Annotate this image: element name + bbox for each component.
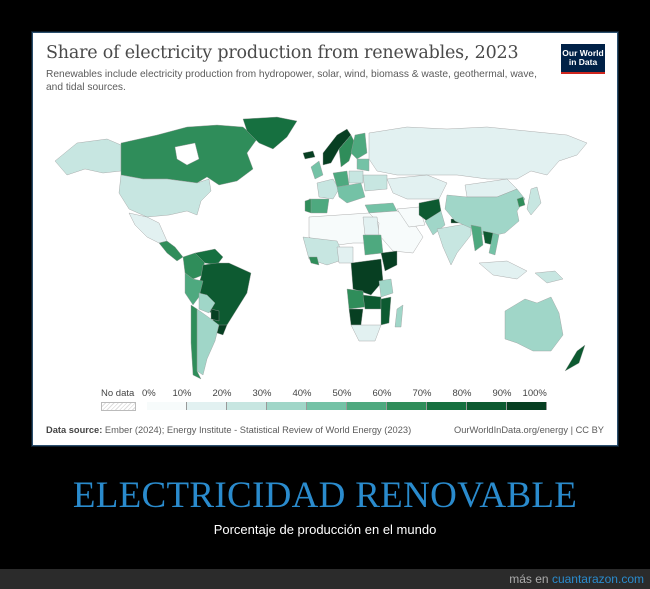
legend-tick: 70% xyxy=(412,388,432,399)
region-angola[interactable] xyxy=(346,288,366,310)
world-map xyxy=(54,116,588,380)
legend-tick: 40% xyxy=(292,388,312,399)
region-baltics[interactable] xyxy=(356,158,370,172)
legend-bin-80-90[interactable] xyxy=(467,402,507,410)
region-papua[interactable] xyxy=(534,270,564,284)
region-france[interactable] xyxy=(316,178,340,200)
data-source: Data source: Ember (2024); Energy Instit… xyxy=(46,425,411,435)
footer-credit: más en cuantarazon.com xyxy=(509,572,644,586)
region-uk[interactable] xyxy=(310,160,324,180)
footer-prefix: más en xyxy=(509,572,549,586)
region-new-zealand[interactable] xyxy=(564,344,586,372)
legend-bin-50-60[interactable] xyxy=(347,402,387,410)
region-central-america[interactable] xyxy=(158,240,184,262)
region-vietnam[interactable] xyxy=(488,232,500,256)
region-greenland[interactable] xyxy=(242,116,298,150)
legend-tick: 20% xyxy=(212,388,232,399)
legend-bin-10-20[interactable] xyxy=(187,402,227,410)
region-japan[interactable] xyxy=(526,186,542,216)
region-hudson-bay xyxy=(174,142,200,166)
region-mexico[interactable] xyxy=(128,212,168,244)
region-russia[interactable] xyxy=(368,126,588,180)
region-uruguay[interactable] xyxy=(216,324,228,336)
legend-tick: 10% xyxy=(172,388,192,399)
region-north-korea[interactable] xyxy=(516,196,526,208)
chart-title: Share of electricity production from ren… xyxy=(46,43,519,63)
owid-logo[interactable]: Our World in Data xyxy=(561,44,605,74)
footer-site-link[interactable]: cuantarazon.com xyxy=(551,572,644,586)
legend-bin-90-100[interactable] xyxy=(507,402,547,410)
region-australia[interactable] xyxy=(504,296,564,352)
region-china[interactable] xyxy=(444,188,526,238)
region-nigeria[interactable] xyxy=(336,246,354,264)
region-poland[interactable] xyxy=(348,170,364,184)
region-india[interactable] xyxy=(436,222,472,266)
region-central-europe[interactable] xyxy=(336,182,366,204)
post-subheadline: Porcentaje de producción en el mundo xyxy=(213,522,437,537)
legend-tick: 90% xyxy=(492,388,512,399)
legend-tick: 80% xyxy=(452,388,472,399)
chart-card: Share of electricity production from ren… xyxy=(32,32,618,446)
license-link[interactable]: OurWorldInData.org/energy | CC BY xyxy=(453,425,604,435)
legend-tick: 30% xyxy=(252,388,272,399)
region-ethiopia[interactable] xyxy=(380,250,398,272)
legend-no-data-swatch[interactable] xyxy=(101,402,136,411)
region-myanmar[interactable] xyxy=(470,224,484,252)
legend-no-data-label: No data xyxy=(101,388,135,399)
region-sudan[interactable] xyxy=(362,234,384,256)
region-spain[interactable] xyxy=(308,198,330,214)
legend-bin-60-70[interactable] xyxy=(387,402,427,410)
region-madagascar[interactable] xyxy=(394,304,404,328)
region-iran[interactable] xyxy=(396,206,426,228)
region-tanzania[interactable] xyxy=(378,278,394,298)
region-usa[interactable] xyxy=(118,174,212,218)
legend-tick: 60% xyxy=(372,388,392,399)
footer-bar: más en cuantarazon.com xyxy=(0,569,650,589)
region-kazakhstan[interactable] xyxy=(386,174,448,200)
legend-bin-70-80[interactable] xyxy=(427,402,467,410)
region-venezuela[interactable] xyxy=(194,248,224,266)
data-source-text: Ember (2024); Energy Institute - Statist… xyxy=(104,425,412,435)
region-alaska[interactable] xyxy=(54,138,122,176)
region-dr-congo[interactable] xyxy=(350,258,384,296)
legend-tick: 0% xyxy=(142,388,156,399)
legend-tick: 100% xyxy=(522,388,547,399)
legend-bin-40-50[interactable] xyxy=(307,402,347,410)
region-egypt[interactable] xyxy=(362,216,380,236)
region-paraguay[interactable] xyxy=(210,308,220,322)
region-guinea[interactable] xyxy=(308,256,320,266)
region-namibia[interactable] xyxy=(348,308,364,326)
region-iceland[interactable] xyxy=(302,150,316,160)
region-portugal[interactable] xyxy=(304,198,312,214)
post-headline: ELECTRICIDAD RENOVABLE xyxy=(72,475,578,516)
legend-color-bins xyxy=(147,402,547,410)
legend-bin-30-40[interactable] xyxy=(267,402,307,410)
legend-ticks: 0% 10% 20% 30% 40% 50% 60% 70% 80% 90% 1… xyxy=(142,388,547,400)
chart-subtitle: Renewables include electricity productio… xyxy=(46,69,537,93)
region-chile[interactable] xyxy=(190,304,202,380)
logo-line2: in Data xyxy=(568,57,598,67)
legend-bin-0-10[interactable] xyxy=(147,402,187,410)
data-source-label: Data source: xyxy=(46,425,103,435)
legend-bin-20-30[interactable] xyxy=(227,402,267,410)
region-indonesia[interactable] xyxy=(478,260,528,280)
legend-tick: 50% xyxy=(332,388,352,399)
region-ukraine[interactable] xyxy=(362,174,388,192)
legend: No data 0% 10% 20% 30% 40% 50% 60% 70% 8… xyxy=(101,388,561,418)
region-finland[interactable] xyxy=(350,132,368,160)
region-south-africa[interactable] xyxy=(350,324,382,342)
region-bolivia[interactable] xyxy=(198,292,216,314)
logo-line1: Our World xyxy=(562,47,604,58)
region-zambia[interactable] xyxy=(362,294,382,310)
region-mozambique[interactable] xyxy=(380,296,392,326)
